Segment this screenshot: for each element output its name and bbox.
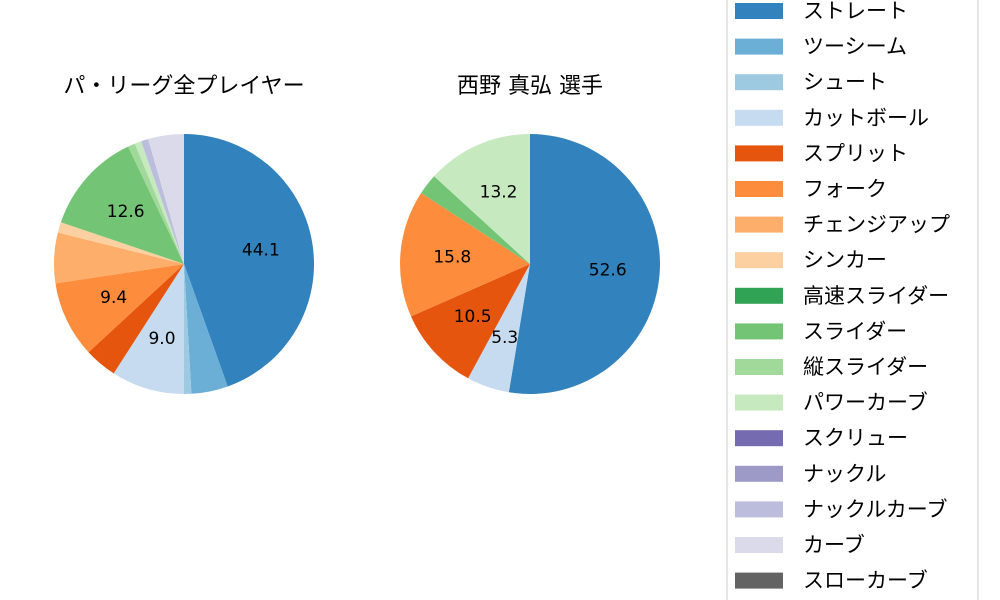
- player-slice-label-3: 15.8: [433, 248, 471, 268]
- legend-label-5: フォーク: [803, 177, 887, 201]
- player-slice-3: [400, 192, 530, 317]
- legend-label-7: シンカー: [803, 248, 887, 272]
- legend-swatch-4: [735, 145, 783, 162]
- player-pie-chart: 西野 真弘 選手 52.6 5.310.5 15.8 13.2: [400, 74, 660, 394]
- league-slice-2: [184, 264, 192, 394]
- player-pie-title: 西野 真弘 選手: [457, 74, 603, 99]
- legend-label-6: チェンジアップ: [803, 213, 950, 237]
- league-slice-label-0: 44.1: [242, 241, 280, 261]
- player-slice-2: [411, 264, 530, 379]
- player-slice-4: [421, 176, 530, 264]
- league-slice-3: [113, 264, 184, 394]
- legend-label-4: スプリット: [803, 141, 908, 165]
- legend-label-10: 縦スライダー: [803, 355, 928, 379]
- league-slice-0: [184, 134, 315, 387]
- legend-swatch-7: [735, 252, 783, 269]
- league-slice-4: [88, 264, 184, 374]
- league-pie-chart: パ・リーグ全プレイヤー 44.1 9.0 9.4 12.6: [53, 74, 315, 394]
- legend-label-1: ツーシーム: [803, 35, 907, 59]
- legend-swatch-12: [735, 430, 783, 447]
- player-slice-1: [468, 264, 530, 393]
- legend-swatch-0: [735, 3, 783, 19]
- league-slice-14: [141, 139, 184, 264]
- player-slice-label-0: 52.6: [589, 260, 627, 280]
- legend-swatch-3: [735, 109, 783, 126]
- legend-swatch-16: [735, 572, 783, 589]
- legend-label-16: スローカーブ: [803, 569, 928, 593]
- legend-swatch-13: [735, 465, 783, 482]
- legend: ストレートツーシームシュートカットボールスプリットフォークチェンジアップシンカー…: [726, 0, 979, 600]
- league-slice-15: [148, 134, 184, 264]
- player-slice-label-2: 10.5: [454, 307, 492, 327]
- player-slice-label-5: 13.2: [480, 183, 518, 203]
- league-slice-5: [55, 264, 184, 353]
- player-slice-5: [434, 134, 530, 264]
- legend-swatch-5: [735, 181, 783, 197]
- league-slice-7: [57, 222, 184, 264]
- legend-label-13: ナックル: [803, 462, 886, 486]
- league-slice-9: [60, 146, 184, 264]
- league-slice-label-3: 9.0: [148, 329, 175, 349]
- league-slice-6: [53, 232, 184, 284]
- legend-swatch-6: [735, 216, 783, 233]
- legend-label-11: パワーカーブ: [803, 391, 928, 415]
- legend-label-0: ストレート: [803, 0, 908, 23]
- player-slice-0: [508, 134, 660, 394]
- legend-label-14: ナックルカーブ: [803, 497, 947, 521]
- legend-swatch-9: [735, 323, 783, 340]
- legend-swatch-10: [735, 359, 783, 375]
- league-slice-label-9: 12.6: [107, 202, 145, 222]
- legend-swatch-8: [735, 287, 783, 304]
- legend-label-2: シュート: [803, 70, 887, 94]
- legend-swatch-2: [735, 74, 783, 91]
- league-pie-title: パ・リーグ全プレイヤー: [63, 74, 304, 99]
- legend-swatch-11: [735, 394, 783, 411]
- legend-swatch-14: [735, 501, 783, 518]
- legend-swatch-15: [735, 537, 783, 553]
- league-slice-10: [128, 143, 184, 264]
- legend-label-15: カーブ: [803, 533, 865, 557]
- league-slice-label-5: 9.4: [100, 288, 127, 308]
- player-slice-label-1: 5.3: [491, 328, 518, 348]
- legend-label-12: スクリュー: [803, 426, 908, 450]
- legend-label-9: スライダー: [803, 319, 907, 343]
- league-slice-11: [134, 141, 184, 264]
- legend-label-8: 高速スライダー: [803, 284, 949, 308]
- legend-frame: [726, 0, 979, 600]
- legend-label-3: カットボール: [803, 106, 929, 130]
- legend-swatch-1: [735, 38, 783, 55]
- league-slice-1: [184, 264, 228, 394]
